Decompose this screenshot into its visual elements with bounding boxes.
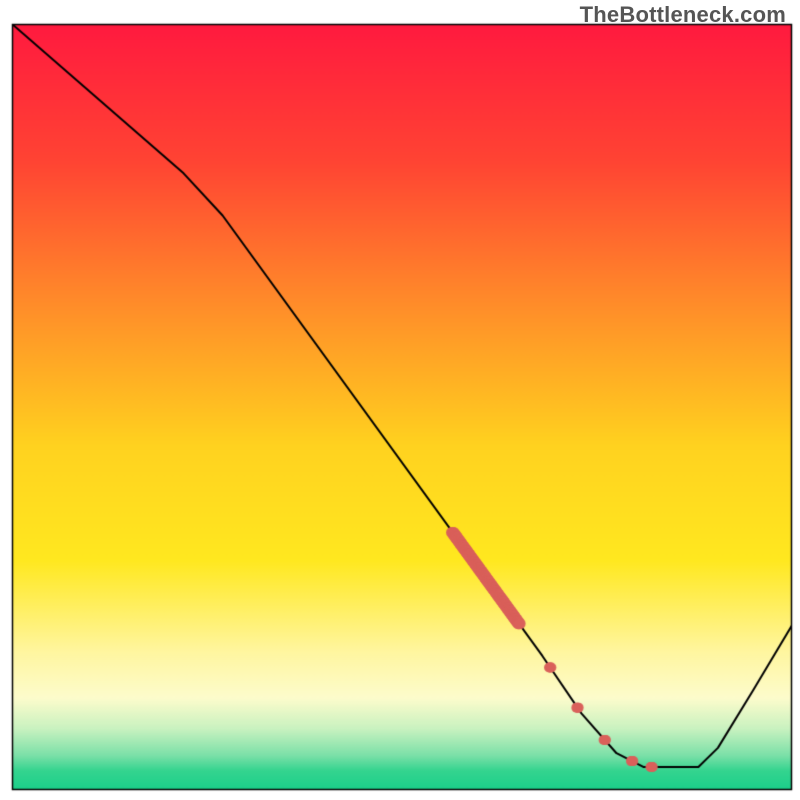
watermark-text: TheBottleneck.com — [580, 2, 786, 28]
bottleneck-chart-canvas — [0, 0, 800, 800]
